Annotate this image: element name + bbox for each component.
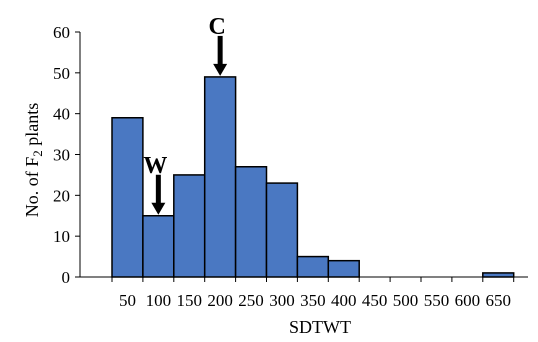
x-tick-label: 100 (146, 291, 172, 310)
y-tick-label: 20 (53, 186, 70, 205)
x-tick-label: 150 (177, 291, 203, 310)
x-tick-label: 50 (119, 291, 136, 310)
bar (482, 272, 515, 278)
bar (327, 259, 360, 278)
y-tick-label: 40 (53, 105, 70, 124)
bar (234, 166, 268, 278)
x-tick-label: 600 (455, 291, 481, 310)
marker-label: W (143, 153, 167, 179)
bars (111, 76, 515, 278)
x-axis: 50 100 150 200 250 300 350 400 450 500 550 600 650 (80, 276, 528, 310)
y-tick-label: 60 (53, 23, 70, 42)
annotations: WC (143, 14, 228, 215)
x-axis-title: SDTWT (289, 317, 351, 337)
bar (203, 76, 237, 278)
x-tick-label: 300 (269, 291, 295, 310)
bar (296, 255, 330, 278)
marker-arrow-head (213, 63, 228, 76)
x-tick-label: 350 (300, 291, 326, 310)
y-axis-title: No. of F2 plants (22, 103, 45, 218)
y-axis: 0 10 20 30 40 50 60 (53, 23, 81, 287)
x-tick-label: 500 (393, 291, 419, 310)
marker-arrow-head (151, 202, 166, 215)
bar (265, 182, 299, 278)
y-tick-label: 30 (53, 146, 70, 165)
bar (111, 117, 144, 278)
x-tick-label: 250 (238, 291, 264, 310)
y-tick-label: 10 (53, 227, 70, 246)
x-tick-label: 450 (362, 291, 388, 310)
y-tick-label: 50 (53, 64, 70, 83)
x-tick-label: 400 (331, 291, 357, 310)
x-tick-label: 650 (486, 291, 512, 310)
y-tick-label: 0 (62, 268, 71, 287)
bar (142, 215, 175, 278)
marker-label: C (208, 14, 225, 40)
y-axis-title-prefix: No. of F (22, 157, 42, 218)
x-tick-label: 200 (207, 291, 233, 310)
y-axis-title-subscript: 2 (30, 150, 45, 157)
x-tick-label: 550 (424, 291, 450, 310)
bar (173, 174, 206, 278)
y-axis-title-suffix: plants (22, 103, 42, 151)
